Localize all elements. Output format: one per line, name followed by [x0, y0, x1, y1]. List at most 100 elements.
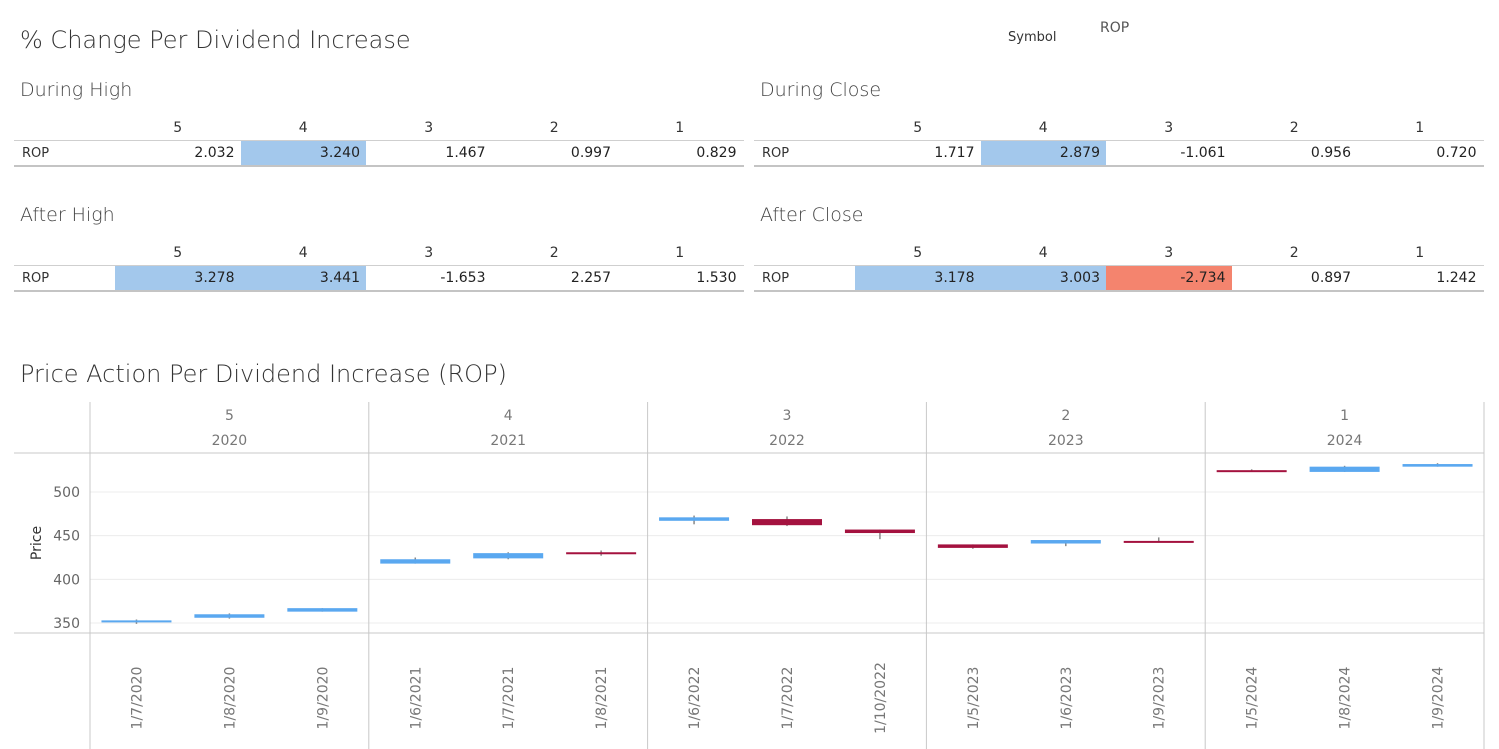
candle-up-body — [380, 559, 451, 564]
date-tick-label: 1/7/2022 — [780, 667, 796, 730]
column-header: 2 — [549, 245, 559, 261]
column-header: 2 — [549, 120, 559, 136]
date-tick-label: 1/9/2023 — [1152, 667, 1168, 730]
date-tick-label: 1/7/2021 — [501, 667, 517, 730]
table-cell[interactable]: -1.653 — [440, 270, 486, 286]
y-axis-label: Price — [29, 526, 45, 560]
symbol-filter-value[interactable]: ROP — [1100, 20, 1130, 36]
header-divider — [855, 140, 1484, 141]
panel-number-label: 2 — [1061, 408, 1070, 424]
column-header: 1 — [675, 120, 685, 136]
column-header: 5 — [913, 120, 923, 136]
date-tick-label: 1/9/2020 — [315, 667, 331, 730]
column-header: 1 — [1415, 245, 1425, 261]
candle-up-body — [287, 608, 358, 612]
row-label: ROP — [762, 271, 790, 286]
y-tick-label: 500 — [53, 485, 80, 501]
table-cell[interactable]: -2.734 — [1106, 266, 1232, 290]
panel-number-label: 3 — [783, 408, 792, 424]
row-divider — [14, 290, 744, 292]
row-divider — [754, 290, 1484, 292]
column-header: 4 — [1038, 245, 1048, 261]
candle-down-body — [566, 552, 637, 555]
table-cell[interactable]: -1.061 — [1180, 145, 1226, 161]
panel-year-label: 2022 — [769, 433, 805, 449]
table-cell[interactable]: 3.278 — [115, 266, 241, 290]
candle-up-body — [1309, 466, 1380, 472]
candle-up-body — [659, 517, 730, 521]
table-cell[interactable]: 3.178 — [855, 266, 981, 290]
column-header: 1 — [675, 245, 685, 261]
table-cell[interactable]: 1.467 — [445, 145, 486, 161]
panel-year-label: 2024 — [1327, 433, 1363, 449]
column-header: 1 — [1415, 120, 1425, 136]
date-tick-label: 1/6/2022 — [687, 667, 703, 730]
candle-down-body — [1123, 540, 1194, 543]
date-tick-label: 1/9/2024 — [1431, 666, 1447, 729]
column-header: 4 — [298, 245, 308, 261]
y-tick-label: 450 — [53, 529, 80, 545]
table-cell[interactable]: 3.441 — [240, 266, 366, 290]
header-divider — [14, 140, 115, 141]
after-high-title: After High — [20, 204, 115, 226]
table-cell[interactable]: 1.530 — [696, 270, 737, 286]
candle-down-body — [937, 544, 1008, 548]
panel-number-label: 1 — [1340, 408, 1349, 424]
column-header: 3 — [1164, 245, 1174, 261]
candle-down-body — [844, 529, 915, 534]
date-tick-label: 1/8/2024 — [1338, 666, 1354, 729]
table-cell[interactable]: 2.257 — [570, 270, 611, 286]
column-header: 2 — [1289, 245, 1299, 261]
table-cell[interactable]: 0.829 — [696, 145, 737, 161]
panel-year-label: 2023 — [1048, 433, 1084, 449]
candle-down-body — [1216, 470, 1287, 473]
table-cell[interactable]: 3.003 — [980, 266, 1106, 290]
candle-up-body — [1030, 540, 1101, 544]
column-header: 5 — [173, 245, 183, 261]
table-cell[interactable]: 1.242 — [1436, 270, 1477, 286]
column-header: 3 — [424, 120, 434, 136]
panel-year-label: 2020 — [212, 433, 248, 449]
column-header: 5 — [913, 245, 923, 261]
column-header: 4 — [298, 120, 308, 136]
candle-up-body — [473, 553, 544, 559]
table-cell[interactable]: 0.897 — [1310, 270, 1351, 286]
table-cell[interactable]: 0.956 — [1310, 145, 1351, 161]
candle-up-body — [194, 614, 265, 618]
table-cell[interactable]: 2.032 — [194, 145, 235, 161]
date-tick-label: 1/7/2020 — [129, 667, 145, 730]
column-header: 2 — [1289, 120, 1299, 136]
panel-year-label: 2021 — [490, 433, 526, 449]
chart-title: Price Action Per Dividend Increase (ROP) — [20, 360, 507, 388]
table-cell[interactable]: 1.717 — [934, 145, 975, 161]
symbol-filter-label: Symbol — [1008, 30, 1057, 45]
after-close-table: 5 4 3 2 1 ROP 3.178 3.003 -2.734 0.897 1.242 — [754, 242, 1484, 302]
during-close-table: 5 4 3 2 1 ROP 1.717 2.879 -1.061 0.956 0.720 — [754, 117, 1484, 177]
row-divider — [754, 165, 1484, 167]
y-tick-label: 350 — [53, 616, 80, 632]
table-cell[interactable]: 0.997 — [570, 145, 611, 161]
column-header: 4 — [1038, 120, 1048, 136]
row-divider — [14, 165, 744, 167]
row-label: ROP — [22, 146, 50, 161]
table-cell[interactable]: 3.240 — [240, 141, 366, 165]
during-close-title: During Close — [760, 79, 882, 101]
column-header: 3 — [424, 245, 434, 261]
row-label: ROP — [762, 146, 790, 161]
date-tick-label: 1/6/2023 — [1059, 667, 1075, 730]
candle-up-body — [1402, 464, 1473, 467]
table-cell[interactable]: 2.879 — [980, 141, 1106, 165]
during-high-title: During High — [20, 79, 133, 101]
column-header: 3 — [1164, 120, 1174, 136]
date-tick-label: 1/5/2024 — [1245, 666, 1261, 729]
header-divider — [855, 265, 1484, 266]
page-title: % Change Per Dividend Increase — [20, 26, 411, 54]
date-tick-label: 1/6/2021 — [408, 667, 424, 730]
panel-number-label: 5 — [225, 408, 234, 424]
table-cell[interactable]: 0.720 — [1436, 145, 1477, 161]
y-tick-label: 400 — [53, 572, 80, 588]
date-tick-label: 1/10/2022 — [873, 662, 889, 734]
column-header: 5 — [173, 120, 183, 136]
date-tick-label: 1/5/2023 — [966, 667, 982, 730]
header-divider — [115, 265, 744, 266]
